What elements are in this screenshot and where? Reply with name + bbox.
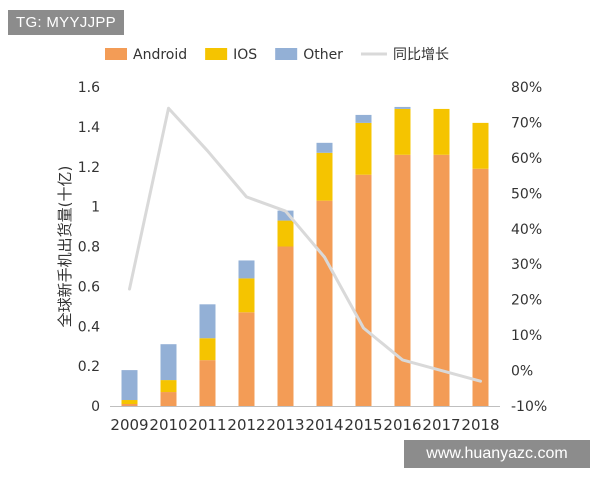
bar-other — [160, 344, 177, 381]
x-tick-label: 2016 — [383, 416, 421, 434]
y-tick-label: 0.2 — [78, 359, 100, 375]
x-tick-label: 2013 — [266, 416, 304, 434]
bar-other — [199, 304, 216, 339]
bar-other — [316, 142, 333, 153]
y2-tick-label: -10% — [511, 399, 547, 415]
x-tick-label: 2012 — [227, 416, 265, 434]
x-tick-label: 2017 — [422, 416, 460, 434]
bar-ios — [316, 152, 333, 201]
legend-label-android: Android — [133, 47, 187, 63]
bar-other — [238, 260, 255, 279]
y2-tick-label: 80% — [511, 80, 542, 96]
bar-ios — [472, 122, 489, 169]
bar-android — [238, 312, 255, 406]
bar-ios — [394, 108, 411, 155]
bar-android — [394, 154, 411, 406]
x-tick-label: 2015 — [344, 416, 382, 434]
legend-swatch-ios — [205, 48, 228, 60]
y-tick-label: 1.2 — [78, 160, 100, 176]
bar-android — [472, 168, 489, 406]
bar-android — [316, 200, 333, 406]
bar-other — [277, 210, 294, 221]
x-tick-label: 2011 — [188, 416, 226, 434]
y-tick-label: 1.4 — [78, 120, 100, 136]
bar-other — [355, 114, 372, 123]
y2-tick-label: 60% — [511, 151, 542, 167]
bar-android — [355, 174, 372, 406]
bar-android — [160, 392, 177, 406]
legend-label-other: Other — [303, 47, 343, 63]
y2-tick-label: 0% — [511, 364, 533, 380]
bar-ios — [433, 108, 450, 155]
y2-tick-label: 10% — [511, 328, 542, 344]
y2-tick-label: 50% — [511, 186, 542, 202]
bar-ios — [238, 278, 255, 313]
bar-ios — [121, 400, 138, 405]
y-axis-label: 全球新手机出货量(十亿) — [56, 166, 74, 328]
y-tick-label: 0 — [91, 399, 100, 415]
y-tick-label: 0.6 — [78, 279, 100, 295]
y-tick-label: 1.6 — [78, 80, 100, 96]
y2-tick-label: 30% — [511, 257, 542, 273]
bar-android — [121, 404, 138, 406]
watermark-top: TG: MYYJJPP — [8, 10, 124, 35]
y-tick-label: 0.8 — [78, 240, 100, 256]
bar-ios — [355, 122, 372, 175]
watermark-bottom: www.huanyazc.com — [404, 440, 590, 468]
bar-android — [433, 154, 450, 406]
bar-other — [394, 106, 411, 109]
x-tick-label: 2018 — [461, 416, 499, 434]
bar-ios — [277, 220, 294, 247]
x-tick-label: 2009 — [110, 416, 148, 434]
growth-line — [128, 106, 482, 383]
y2-tick-label: 70% — [511, 115, 542, 131]
bar-other — [121, 370, 138, 401]
legend-label-growth: 同比增长 — [393, 47, 449, 63]
bar-android — [199, 360, 216, 406]
y2-tick-label: 40% — [511, 222, 542, 238]
legend-label-ios: IOS — [233, 47, 257, 63]
legend-swatch-other — [275, 48, 298, 60]
y2-tick-label: 20% — [511, 293, 542, 309]
x-tick-label: 2010 — [149, 416, 187, 434]
y-tick-label: 0.4 — [78, 319, 100, 335]
x-tick-label: 2014 — [305, 416, 343, 434]
bar-ios — [160, 380, 177, 393]
y-tick-label: 1 — [91, 200, 100, 216]
bar-ios — [199, 338, 216, 361]
bar-android — [277, 246, 294, 406]
legend-swatch-android — [105, 48, 127, 60]
